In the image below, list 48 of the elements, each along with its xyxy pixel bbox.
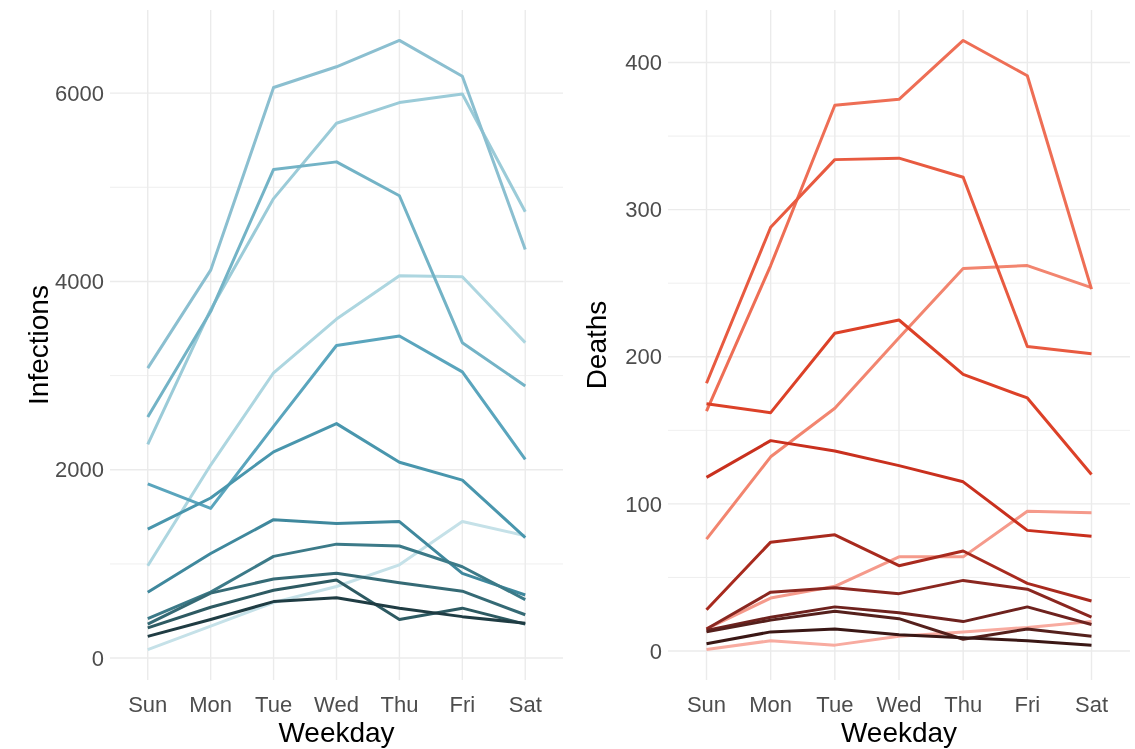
x-tick-label: Sun <box>128 692 168 717</box>
line-series <box>146 578 527 630</box>
y-tick-label: 4000 <box>55 269 104 295</box>
y-tick-label: 400 <box>625 50 662 76</box>
x-axis-title: Weekday <box>840 717 958 748</box>
y-tick-label: 6000 <box>55 80 104 106</box>
line-series <box>146 571 527 626</box>
line-series <box>146 518 527 597</box>
x-tick-label: Mon <box>189 692 233 717</box>
x-tick-label: Thu <box>944 692 983 717</box>
line-series <box>146 334 527 510</box>
line-series <box>146 38 527 370</box>
line-series <box>705 318 1093 476</box>
line-series <box>146 542 527 621</box>
y-tick-label: 0 <box>649 638 662 664</box>
x-tick-label: Fri <box>1014 692 1041 717</box>
y-tick-label: 0 <box>91 645 104 671</box>
line-series <box>705 620 1093 652</box>
x-tick-label: Thu <box>380 692 419 717</box>
line-series <box>705 605 1093 632</box>
line-series <box>146 160 527 419</box>
line-series <box>705 264 1093 541</box>
y-tick-label: 300 <box>625 197 662 223</box>
line-series <box>705 533 1093 612</box>
x-tick-label: Mon <box>749 692 793 717</box>
y-tick-label: 100 <box>625 491 662 517</box>
x-tick-label: Wed <box>314 692 359 717</box>
x-tick-label: Wed <box>876 692 922 717</box>
x-tick-label: Sat <box>1074 692 1109 717</box>
line-series <box>705 439 1093 538</box>
x-tick-label: Tue <box>816 692 854 717</box>
line-series <box>705 627 1093 647</box>
x-tick-label: Sun <box>686 692 727 717</box>
line-series <box>705 156 1093 385</box>
line-series <box>146 274 527 568</box>
x-axis-title: Weekday <box>278 717 395 748</box>
y-axis-title: Deaths <box>580 300 612 390</box>
y-axis-title: Infections <box>22 285 54 405</box>
y-tick-label: 2000 <box>55 457 104 483</box>
line-series <box>705 578 1093 631</box>
line-series <box>146 596 527 638</box>
x-tick-label: Tue <box>255 692 293 717</box>
line-series <box>705 38 1093 413</box>
x-tick-label: Fri <box>449 692 476 717</box>
line-series <box>146 422 527 540</box>
line-series <box>705 609 1093 641</box>
y-tick-label: 200 <box>625 344 662 370</box>
x-tick-label: Sat <box>508 692 542 717</box>
